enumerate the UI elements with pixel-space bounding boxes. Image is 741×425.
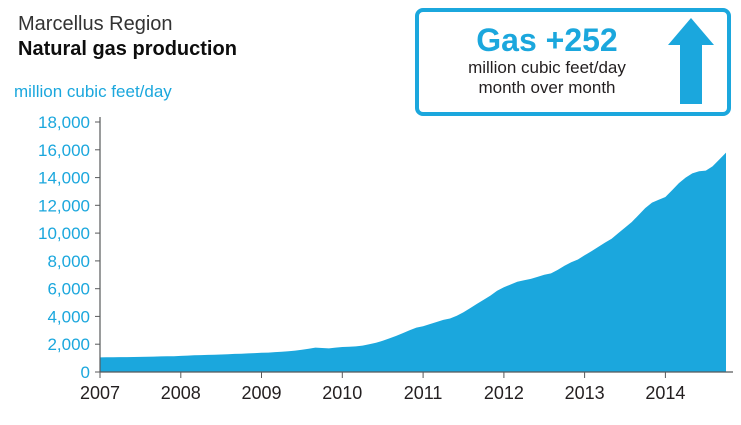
y-tick-label: 18,000 <box>38 113 90 132</box>
chart-subtitle: Natural gas production <box>18 38 237 60</box>
x-tick-label: 2014 <box>645 383 685 403</box>
area-series <box>100 152 726 372</box>
y-tick-label: 0 <box>81 363 90 382</box>
y-tick-label: 16,000 <box>38 141 90 160</box>
x-tick-label: 2013 <box>565 383 605 403</box>
y-tick-label: 2,000 <box>47 335 90 354</box>
callout-text-block: Gas +252 million cubic feet/day month ov… <box>427 23 667 99</box>
x-tick-label: 2009 <box>241 383 281 403</box>
callout-headline: Gas +252 <box>476 21 618 58</box>
chart-svg: 0 2,000 4,000 6,000 8,000 10,000 12,000 14,000 1… <box>38 113 733 403</box>
chart-header: Marcellus Region Natural gas production <box>18 12 237 62</box>
callout-unit-line: million cubic feet/day <box>468 57 626 77</box>
x-tick-label: 2012 <box>484 383 524 403</box>
callout-period-line: month over month <box>478 78 616 98</box>
y-tick-label: 10,000 <box>38 224 90 243</box>
gas-change-callout: Gas +252 million cubic feet/day month ov… <box>415 8 731 116</box>
up-arrow-icon <box>667 18 715 104</box>
x-tick-label: 2008 <box>161 383 201 403</box>
y-tick-label: 6,000 <box>47 280 90 299</box>
x-tick-label: 2011 <box>404 383 443 403</box>
y-tick-label: 8,000 <box>47 252 90 271</box>
y-tick-label: 14,000 <box>38 169 90 188</box>
x-tick-label: 2007 <box>80 383 120 403</box>
y-tick-label: 12,000 <box>38 196 90 215</box>
x-tick-label: 2010 <box>322 383 362 403</box>
production-area-chart: 0 2,000 4,000 6,000 8,000 10,000 12,000 14,000 1… <box>0 110 741 425</box>
y-axis-unit-label: million cubic feet/day <box>14 82 172 101</box>
y-tick-label: 4,000 <box>47 307 90 326</box>
region-title: Marcellus Region <box>18 13 173 35</box>
